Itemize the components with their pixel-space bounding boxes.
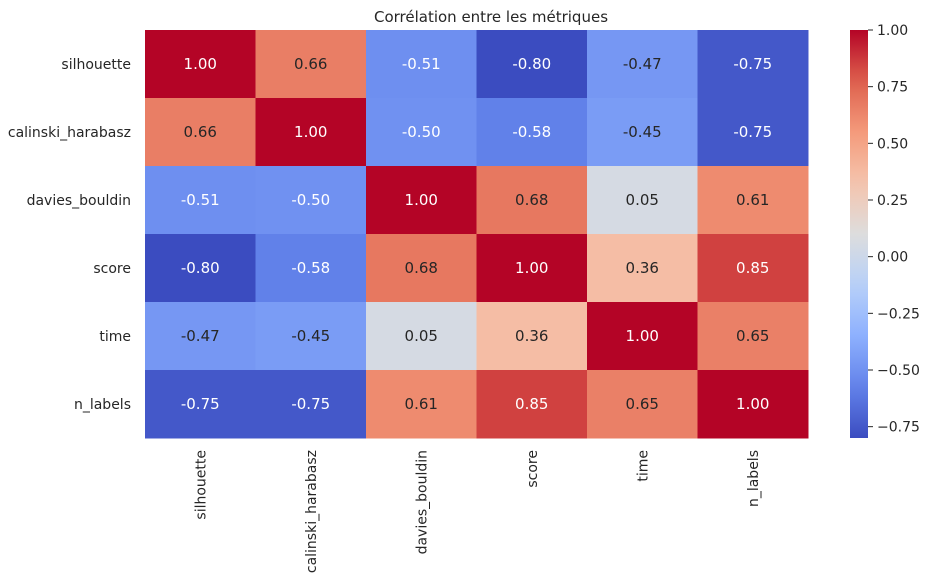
heatmap-cell-time-n_labels [697,302,809,371]
colorbar-gradient [850,30,868,438]
heatmap-cell-davies_bouldin-score [476,166,588,235]
heatmap-cell-score-davies_bouldin [366,234,477,303]
heatmap-cells: 1.00 0.66 -0.51 -0.80 -0.47 -0.75 0.66 1.00 -0.5… [145,30,809,439]
cell-value-label: -0.80 [181,259,220,277]
cell-value-label: -0.75 [291,395,330,413]
cell-value-label: -0.80 [512,55,551,73]
colorbar-tick-label: 0.50 [877,136,908,152]
cell-value-label: -0.58 [291,259,330,277]
heatmap-cell-davies_bouldin-time [587,166,698,235]
cell-value-label: -0.50 [402,123,441,141]
column-label-silhouette: silhouette [193,450,209,520]
column-label-calinski_harabasz: calinski_harabasz [304,450,320,573]
colorbar-tick-label: 1.00 [877,23,908,39]
heatmap-cell-calinski_harabasz-score [476,98,588,167]
cell-value-label: 0.61 [736,191,769,209]
row-label-silhouette: silhouette [61,57,131,73]
heatmap-cell-time-calinski_harabasz [255,302,367,371]
cell-value-label: 0.66 [184,123,217,141]
cell-value-label: 1.00 [736,395,769,413]
cell-value-label: 1.00 [405,191,438,209]
column-label-time: time [635,450,651,482]
cell-value-label: -0.45 [623,123,662,141]
heatmap-cell-silhouette-calinski_harabasz [255,30,367,99]
heatmap-cell-n_labels-n_labels [697,370,809,439]
column-label-n_labels: n_labels [746,450,762,507]
colorbar-tick-label: −0.50 [877,363,920,379]
heatmap-cell-n_labels-time [587,370,698,439]
heatmap-cell-n_labels-score [476,370,588,439]
cell-value-label: 0.36 [515,327,548,345]
cell-value-label: -0.47 [181,327,220,345]
cell-value-label: -0.51 [402,55,441,73]
row-label-n_labels: n_labels [74,397,131,413]
heatmap-cell-time-time [587,302,698,371]
cell-value-label: 0.65 [736,327,769,345]
heatmap-cell-silhouette-davies_bouldin [366,30,477,99]
heatmap-cell-calinski_harabasz-n_labels [697,98,809,167]
heatmap-cell-score-silhouette [145,234,256,303]
column-label-score: score [525,450,541,488]
cell-value-label: -0.75 [733,55,772,73]
heatmap-cell-score-score [476,234,588,303]
heatmap-cell-calinski_harabasz-davies_bouldin [366,98,477,167]
cell-value-label: 0.68 [405,259,438,277]
cell-value-label: -0.58 [512,123,551,141]
colorbar-tick-label: 0.25 [877,193,908,209]
cell-value-label: 1.00 [626,327,659,345]
cell-value-label: 0.68 [515,191,548,209]
column-label-davies_bouldin: davies_bouldin [414,450,430,554]
cell-value-label: 0.66 [294,55,327,73]
cell-value-label: 0.85 [736,259,769,277]
cell-value-label: 0.05 [626,191,659,209]
row-label-time: time [99,329,131,345]
colorbar-tick-label: −0.25 [877,306,920,322]
cell-value-label: -0.75 [181,395,220,413]
cell-value-label: 1.00 [184,55,217,73]
cell-value-label: 0.05 [405,327,438,345]
heatmap-cell-n_labels-calinski_harabasz [255,370,367,439]
cell-value-label: 1.00 [294,123,327,141]
heatmap-cell-silhouette-score [476,30,588,99]
heatmap-cell-score-n_labels [697,234,809,303]
row-labels: silhouette calinski_harabasz davies_bouldi… [8,57,131,413]
cell-value-label: -0.47 [623,55,662,73]
heatmap-cell-calinski_harabasz-silhouette [145,98,256,167]
row-label-davies_bouldin: davies_bouldin [27,193,131,209]
heatmap-cell-calinski_harabasz-calinski_harabasz [255,98,367,167]
heatmap-cell-n_labels-silhouette [145,370,256,439]
cell-value-label: 0.61 [405,395,438,413]
colorbar-tick-label: 0.00 [877,250,908,266]
heatmap-cell-n_labels-davies_bouldin [366,370,477,439]
column-labels: silhouette calinski_harabasz davies_bouldi… [193,450,762,573]
heatmap-cell-davies_bouldin-n_labels [697,166,809,235]
heatmap-cell-score-time [587,234,698,303]
heatmap-cell-silhouette-time [587,30,698,99]
cell-value-label: 1.00 [515,259,548,277]
cell-value-label: 0.65 [626,395,659,413]
cell-value-label: 0.85 [515,395,548,413]
colorbar-tick-label: 0.75 [877,80,908,96]
heatmap-cell-time-score [476,302,588,371]
heatmap-cell-score-calinski_harabasz [255,234,367,303]
colorbar-tick-label: −0.75 [877,420,920,436]
heatmap-cell-calinski_harabasz-time [587,98,698,167]
heatmap-cell-time-davies_bouldin [366,302,477,371]
heatmap-cell-davies_bouldin-silhouette [145,166,256,235]
cell-value-label: 0.36 [626,259,659,277]
cell-value-label: -0.51 [181,191,220,209]
cell-value-label: -0.45 [291,327,330,345]
cell-value-label: -0.75 [733,123,772,141]
row-label-score: score [93,261,131,277]
heatmap-cell-davies_bouldin-calinski_harabasz [255,166,367,235]
heatmap-cell-davies_bouldin-davies_bouldin [366,166,477,235]
chart-title: Corrélation entre les métriques [374,8,608,26]
colorbar: 1.00 0.75 0.50 0.25 0.00 −0.25 −0.50 −0.75 [850,23,920,438]
row-label-calinski_harabasz: calinski_harabasz [8,125,131,141]
heatmap-cell-silhouette-n_labels [697,30,809,99]
heatmap-cell-time-silhouette [145,302,256,371]
cell-value-label: -0.50 [291,191,330,209]
heatmap-cell-silhouette-silhouette [145,30,256,99]
